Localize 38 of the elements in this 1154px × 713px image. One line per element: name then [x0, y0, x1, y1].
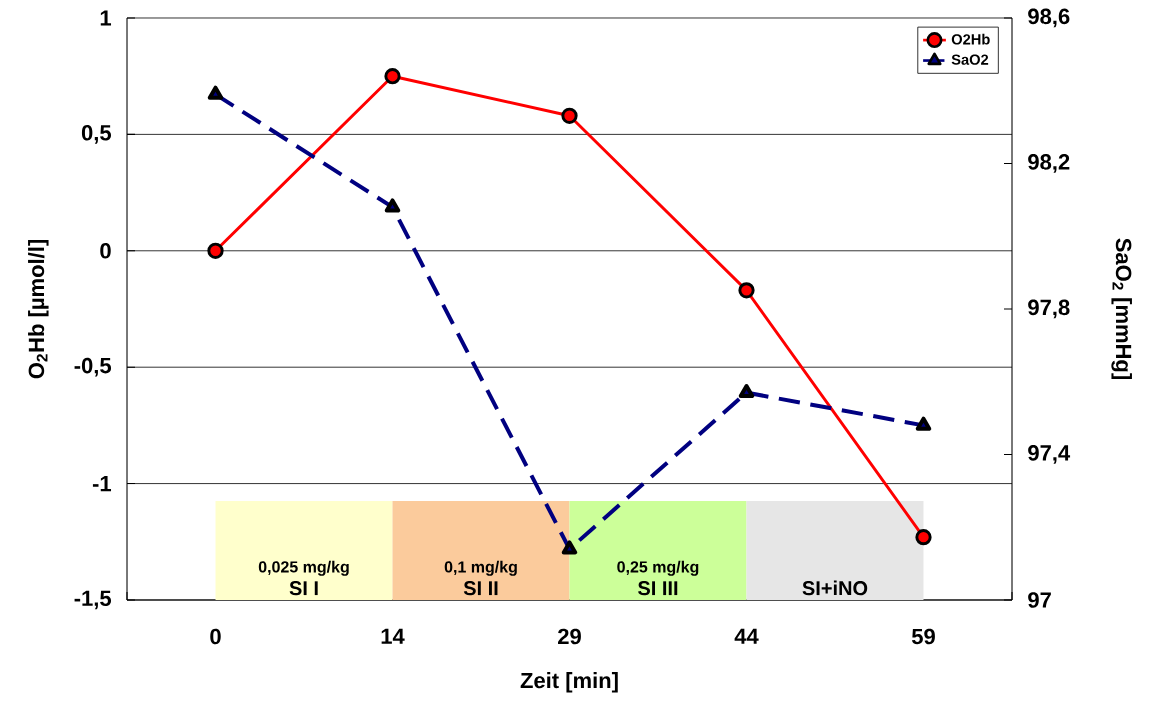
point [561, 107, 578, 124]
y-tick-label: 1 [100, 10, 112, 26]
x-axis-title: Zeit [min] [520, 672, 618, 693]
band-label: SI II [463, 581, 498, 596]
point [561, 540, 578, 555]
x-tick-label: 14 [381, 628, 405, 644]
annotation: 0,25 mg/kg [617, 560, 699, 576]
point [384, 68, 401, 85]
x-tick-label: 0 [210, 628, 221, 645]
annotation: 0,025 mg/kg [258, 560, 349, 576]
y-tick-label: -1 [92, 476, 112, 492]
point [384, 198, 401, 213]
x-tick-label: 29 [558, 628, 581, 645]
x-tick-label: 59 [911, 628, 935, 645]
y2-tick-label: 97 [1028, 592, 1051, 608]
point [738, 383, 755, 398]
y2-tick-label: 97,8 [1028, 299, 1070, 319]
y2-axis-title: SaO$_{2}$ [mmHg] [1111, 238, 1132, 379]
point [207, 85, 224, 100]
point [915, 416, 932, 431]
point [738, 282, 755, 299]
point [207, 242, 224, 259]
y2-tick-label: 97,4 [1028, 445, 1071, 464]
y-tick-label: -0,5 [74, 357, 112, 377]
point [915, 529, 932, 546]
y-tick-label: -1,5 [74, 590, 112, 610]
band-label: SI+iNO [802, 580, 868, 596]
y-axis-title: O$_{2}$Hb [µmol/l] [28, 240, 49, 379]
x-tick-label: 44 [734, 628, 759, 644]
legend-label: SaO2 [951, 54, 989, 65]
legend-label: O2Hb [951, 33, 990, 45]
annotation: 0,1 mg/kg [444, 560, 517, 576]
band-label: SI I [289, 581, 318, 596]
y-tick-label: 0,5 [81, 125, 112, 144]
band-label: SI III [638, 581, 678, 596]
y2-tick-label: 98,6 [1028, 8, 1070, 28]
y-tick-label: 0 [100, 243, 111, 259]
y2-tick-label: 98,2 [1028, 154, 1070, 173]
